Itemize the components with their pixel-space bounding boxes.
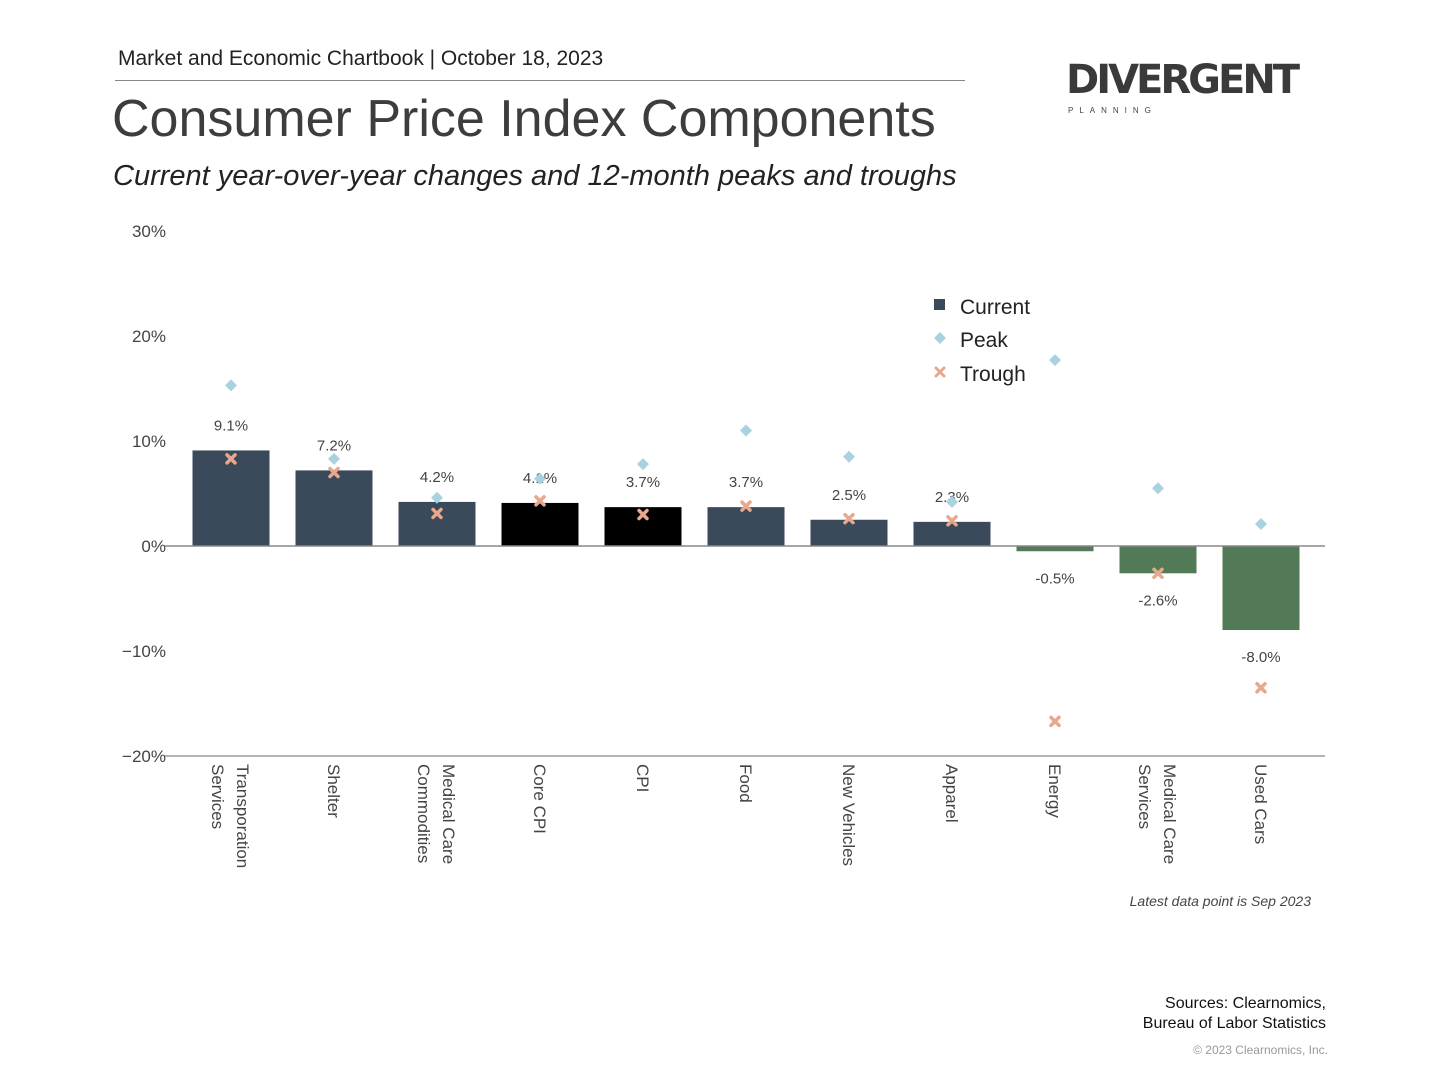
- bar-food: [707, 507, 785, 546]
- sources-line-1: Sources: Clearnomics,: [1165, 995, 1326, 1012]
- category-label: Medical CareServices: [1135, 764, 1179, 864]
- peak-marker: [431, 491, 443, 504]
- peak-marker: [637, 458, 649, 471]
- peak-marker: [1152, 482, 1164, 495]
- trough-marker: [1255, 682, 1267, 694]
- peak-marker: [1255, 517, 1267, 530]
- category-label: Food: [736, 764, 755, 803]
- logo-sub-text: PLANNING: [1068, 106, 1157, 115]
- category-label: Energy: [1045, 764, 1064, 818]
- category-label: Used Cars: [1251, 764, 1270, 844]
- bar-transporation-services: [192, 450, 270, 546]
- chart-subtitle: Current year-over-year changes and 12-mo…: [113, 160, 957, 192]
- y-tick-label: 30%: [132, 222, 166, 241]
- data-label: 2.5%: [832, 487, 866, 504]
- copyright: © 2023 Clearnomics, Inc.: [1193, 1043, 1328, 1057]
- legend-current-swatch: [934, 299, 945, 310]
- y-tick-label: 0%: [141, 537, 166, 556]
- bar-energy: [1016, 546, 1094, 552]
- y-tick-label: 20%: [132, 327, 166, 346]
- data-label: -2.6%: [1138, 592, 1177, 609]
- data-label: 4.2%: [420, 469, 454, 486]
- y-tick-label: 10%: [132, 432, 166, 451]
- data-label: -0.5%: [1035, 570, 1074, 587]
- category-label: Medical CareCommodities: [414, 764, 458, 864]
- data-label: 3.7%: [626, 474, 660, 491]
- legend-trough-label: Trough: [960, 363, 1026, 386]
- data-label: 9.1%: [214, 417, 248, 434]
- trough-marker: [534, 495, 546, 507]
- header-divider: [115, 80, 965, 81]
- peak-marker: [328, 452, 340, 465]
- sources-line-2: Bureau of Labor Statistics: [1142, 1015, 1326, 1032]
- data-label: 3.7%: [729, 474, 763, 491]
- peak-marker: [1049, 354, 1061, 367]
- trough-marker: [946, 515, 958, 527]
- logo-main-text: DIVERGENT: [1066, 57, 1300, 103]
- latest-data-note: Latest data point is Sep 2023: [1129, 893, 1311, 909]
- trough-marker: [328, 466, 340, 479]
- trough-marker: [1152, 567, 1164, 580]
- category-label: Apparel: [942, 764, 961, 823]
- bar-shelter: [295, 470, 373, 546]
- legend-peak-label: Peak: [960, 329, 1008, 352]
- chartbook-header: Market and Economic Chartbook | October …: [118, 47, 604, 70]
- bar-apparel: [913, 521, 991, 546]
- bar-used-cars: [1222, 546, 1300, 630]
- peak-marker: [225, 379, 237, 392]
- category-label: Core CPI: [530, 764, 549, 834]
- trough-marker: [843, 512, 855, 525]
- category-label: New Vehicles: [839, 764, 858, 866]
- trough-marker: [431, 507, 443, 520]
- trough-marker: [637, 508, 649, 521]
- data-label: 7.2%: [317, 437, 351, 454]
- legend-trough-swatch: [934, 366, 946, 378]
- trough-marker: [1049, 715, 1061, 728]
- legend-current-label: Current: [960, 296, 1030, 319]
- bar-new-vehicles: [810, 519, 888, 546]
- peak-marker: [946, 495, 958, 508]
- category-label: TransporationServices: [208, 764, 252, 868]
- bar-medical-care-commodities: [398, 501, 476, 546]
- data-label: -8.0%: [1241, 649, 1280, 666]
- sources: Sources: Clearnomics, Bureau of Labor St…: [1143, 994, 1326, 1034]
- bar-core-cpi: [501, 502, 579, 546]
- bar-medical-care-services: [1119, 546, 1197, 574]
- category-label: Shelter: [324, 764, 343, 818]
- y-tick-label: −20%: [122, 747, 166, 766]
- trough-marker: [740, 500, 752, 512]
- chart-title: Consumer Price Index Components: [112, 90, 936, 148]
- peak-marker: [740, 424, 752, 437]
- y-tick-label: −10%: [122, 642, 166, 661]
- category-label: CPI: [633, 764, 652, 792]
- peak-marker: [534, 472, 546, 485]
- peak-marker: [843, 450, 855, 463]
- legend-peak-swatch: [934, 332, 946, 344]
- trough-marker: [225, 453, 237, 465]
